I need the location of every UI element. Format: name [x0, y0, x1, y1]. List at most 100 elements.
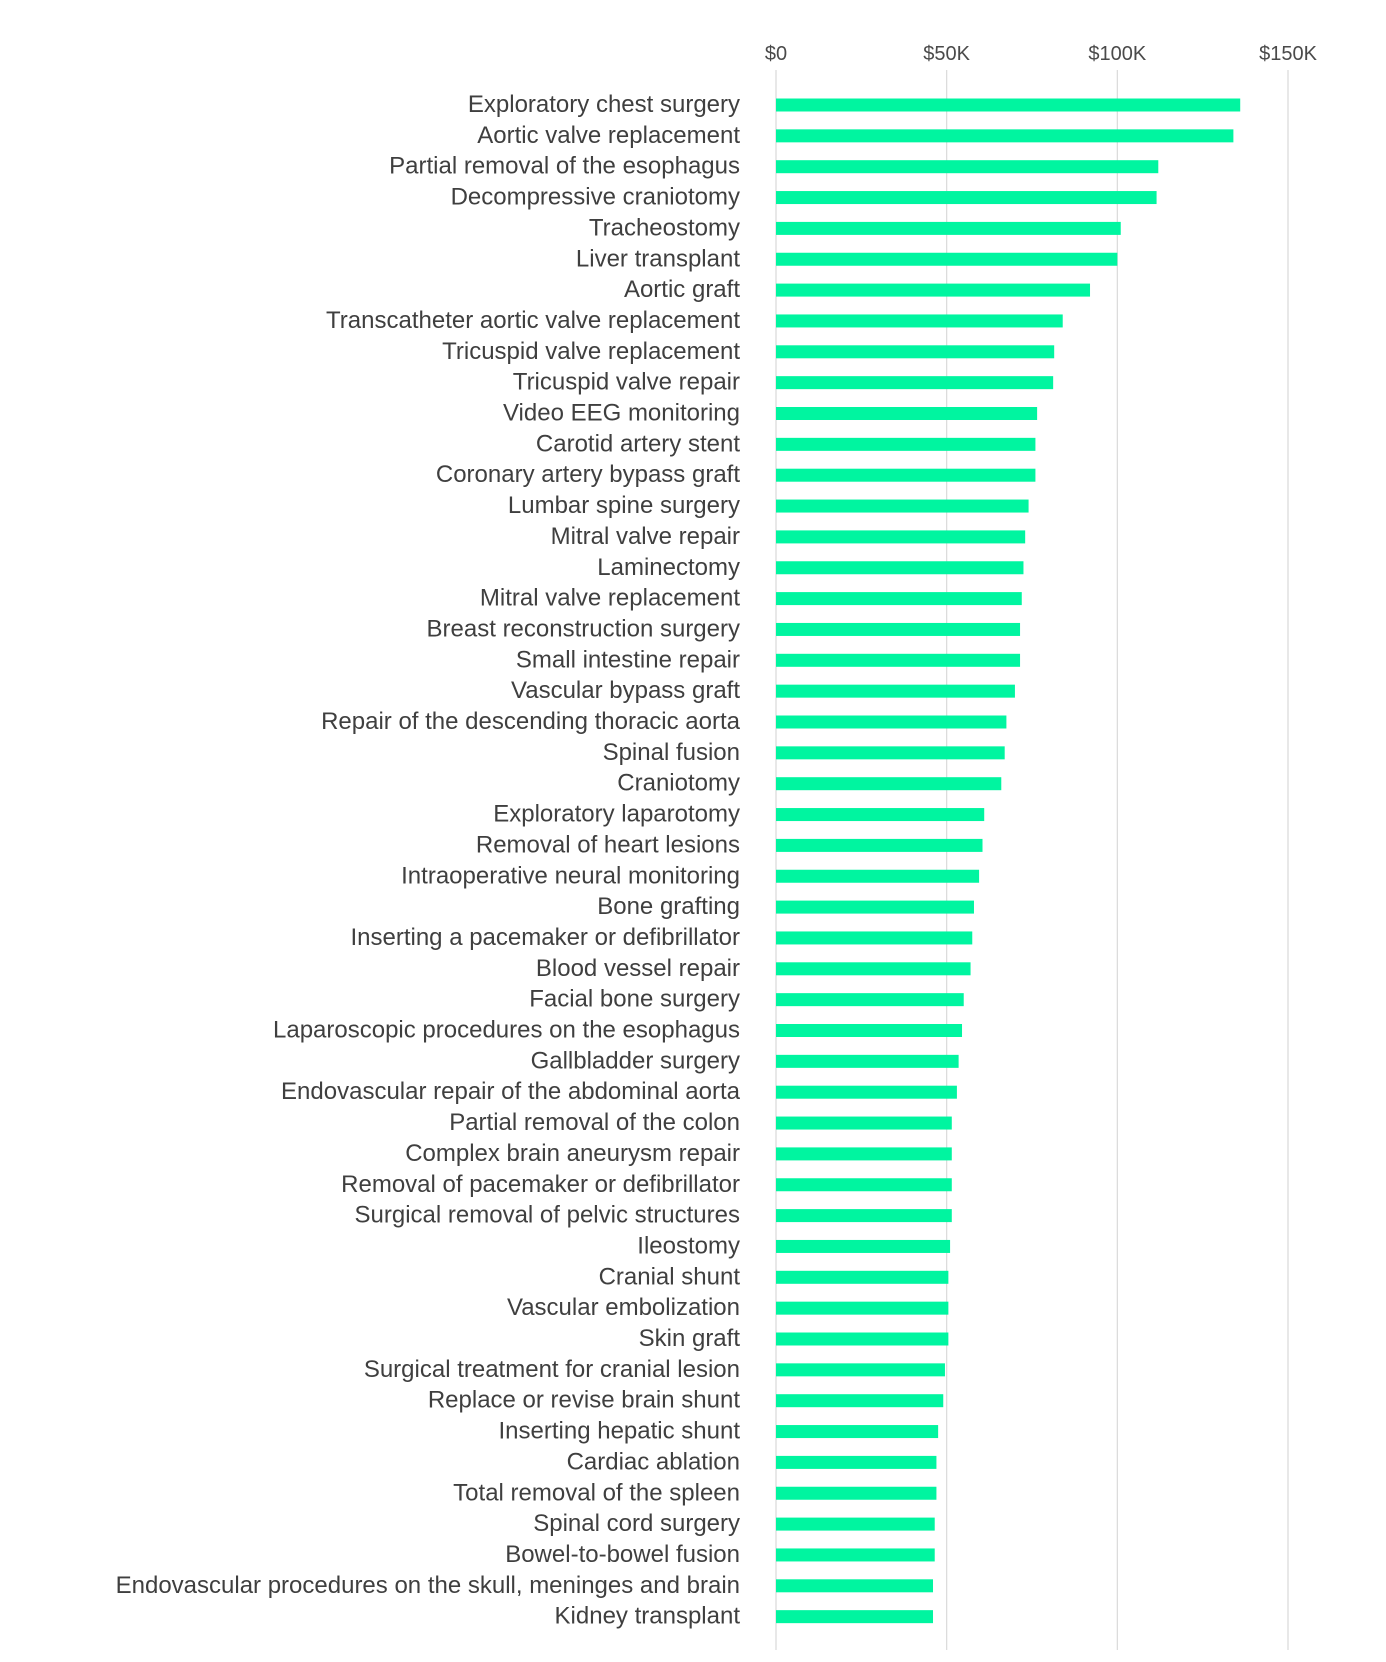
category-label: Vascular embolization: [507, 1294, 740, 1321]
bar: [776, 622, 1021, 636]
category-label: Spinal cord surgery: [533, 1510, 740, 1537]
bar: [776, 530, 1026, 544]
category-label: Tricuspid valve repair: [513, 369, 740, 396]
category-label: Mitral valve replacement: [480, 585, 740, 612]
bar: [776, 1394, 944, 1408]
bar: [776, 1455, 937, 1469]
bar: [776, 1425, 939, 1439]
category-label: Exploratory chest surgery: [468, 91, 740, 118]
category-label: Liver transplant: [576, 245, 740, 272]
bar: [776, 993, 964, 1007]
category-label: Laparoscopic procedures on the esophagus: [273, 1017, 740, 1044]
category-label: Partial removal of the colon: [449, 1109, 740, 1136]
bar: [776, 468, 1036, 482]
category-label: Bone grafting: [597, 893, 740, 920]
bar: [776, 1178, 952, 1192]
bar: [776, 98, 1241, 112]
category-label: Decompressive craniotomy: [451, 184, 740, 211]
category-label: Small intestine repair: [516, 646, 740, 673]
bar: [776, 1610, 934, 1624]
category-label: Kidney transplant: [555, 1603, 741, 1630]
bar: [776, 653, 1021, 667]
category-label: Tracheostomy: [589, 214, 740, 241]
category-label: Lumbar spine surgery: [508, 492, 740, 519]
bar: [776, 1209, 952, 1223]
category-label: Laminectomy: [597, 554, 740, 581]
category-label: Surgical removal of pelvic structures: [355, 1202, 740, 1229]
bar: [776, 962, 971, 976]
bar: [776, 407, 1038, 420]
category-label: Aortic graft: [624, 276, 740, 303]
category-label: Facial bone surgery: [529, 986, 740, 1013]
category-labels: Exploratory chest surgery Aortic valve re…: [116, 91, 741, 1630]
bar: [776, 931, 973, 945]
bar: [776, 345, 1055, 359]
category-label: Spinal fusion: [603, 739, 740, 766]
bar: [776, 1579, 934, 1593]
bar: [776, 252, 1118, 266]
bar: [776, 838, 983, 852]
category-label: Aortic valve replacement: [477, 122, 740, 149]
bar: [776, 221, 1121, 235]
bar: [776, 283, 1091, 297]
bar: [776, 314, 1063, 328]
bar: [776, 1239, 951, 1253]
bar: [776, 1054, 959, 1068]
bar: [776, 1085, 957, 1099]
bar: [776, 1116, 952, 1130]
bar: [776, 1301, 949, 1315]
bar: [776, 746, 1005, 760]
bar: [776, 561, 1024, 575]
category-label: Exploratory laparotomy: [493, 801, 740, 828]
category-label: Transcatheter aortic valve replacement: [326, 307, 740, 334]
bar: [776, 808, 985, 822]
category-label: Ileostomy: [637, 1232, 740, 1259]
bar: [776, 869, 980, 883]
category-label: Blood vessel repair: [536, 955, 740, 982]
bar: [776, 777, 1002, 791]
category-label: Carotid artery stent: [536, 430, 740, 457]
bar: [776, 1270, 949, 1284]
category-label: Craniotomy: [617, 770, 740, 797]
category-label: Vascular bypass graft: [511, 677, 740, 704]
category-label: Endovascular procedures on the skull, me…: [116, 1572, 740, 1599]
bar: [776, 715, 1007, 729]
category-label: Cranial shunt: [599, 1263, 741, 1290]
category-label: Inserting hepatic shunt: [499, 1418, 741, 1445]
bar: [776, 129, 1234, 143]
bar: [776, 1147, 952, 1161]
category-label: Coronary artery bypass graft: [436, 461, 740, 488]
category-label: Replace or revise brain shunt: [428, 1387, 740, 1414]
category-label: Partial removal of the esophagus: [389, 153, 740, 180]
category-label: Tricuspid valve replacement: [442, 338, 740, 365]
category-label: Endovascular repair of the abdominal aor…: [281, 1078, 741, 1105]
category-label: Gallbladder surgery: [531, 1047, 740, 1074]
bar: [776, 1332, 949, 1346]
bar: [776, 1548, 935, 1562]
category-label: Surgical treatment for cranial lesion: [364, 1356, 740, 1383]
bar: [776, 191, 1157, 205]
category-label: Inserting a pacemaker or defibrillator: [350, 924, 740, 951]
category-label: Bowel-to-bowel fusion: [505, 1541, 740, 1568]
bar: [776, 499, 1029, 513]
bar: [776, 160, 1159, 174]
category-label: Removal of heart lesions: [476, 831, 740, 858]
bar: [776, 1517, 935, 1531]
category-label: Complex brain aneurysm repair: [405, 1140, 740, 1167]
category-label: Video EEG monitoring: [503, 400, 740, 427]
x-tick-label: $50K: [923, 43, 970, 65]
category-label: Breast reconstruction surgery: [427, 615, 740, 642]
category-label: Skin graft: [639, 1325, 741, 1352]
category-label: Repair of the descending thoracic aorta: [321, 708, 741, 735]
x-tick-label: $150K: [1259, 43, 1317, 65]
bar: [776, 684, 1015, 698]
bar: [776, 900, 974, 914]
category-label: Total removal of the spleen: [453, 1479, 740, 1506]
category-label: Intraoperative neural monitoring: [401, 862, 740, 889]
bar: [776, 1024, 963, 1037]
gridlines: [775, 70, 1289, 1650]
category-label: Removal of pacemaker or defibrillator: [341, 1171, 740, 1198]
bar: [776, 437, 1036, 451]
bar: [776, 592, 1022, 606]
x-tick-label: $0: [765, 43, 787, 65]
